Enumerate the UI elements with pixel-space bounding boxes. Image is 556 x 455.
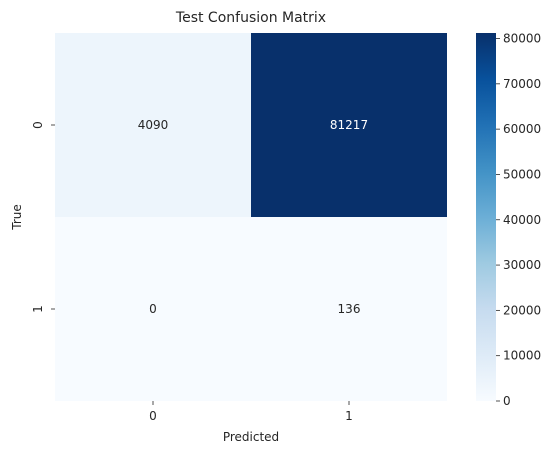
colorbar-tick-label: 30000: [503, 258, 541, 272]
colorbar-tick-label: 0: [503, 394, 511, 408]
colorbar-tick-label: 60000: [503, 122, 541, 136]
colorbar-tick-label: 20000: [503, 303, 541, 317]
colorbar: [476, 33, 496, 401]
cell-annotation: 136: [338, 302, 361, 316]
x-tick-label: 0: [149, 409, 157, 423]
heatmap-cell: [251, 217, 447, 401]
heatmap-cell: [55, 33, 251, 217]
heatmap-cell: [251, 33, 447, 217]
colorbar-ticks: 0 10000 20000 30000 40000 50000 60000 70000 8000…: [496, 32, 541, 408]
chart-title: Test Confusion Matrix: [175, 10, 326, 26]
cell-annotation: 81217: [330, 118, 368, 132]
colorbar-tick-label: 80000: [503, 32, 541, 46]
y-axis-label: True: [10, 204, 24, 231]
y-tick-label: 1: [31, 305, 45, 313]
cell-annotation: 4090: [138, 118, 169, 132]
colorbar-tick-label: 40000: [503, 213, 541, 227]
y-axis-ticks: 01: [31, 121, 55, 313]
cell-annotations: 4090 81217 0 136: [138, 118, 368, 316]
heatmap-cell: [55, 217, 251, 401]
heatmap-cells: [55, 33, 447, 401]
y-tick-label: 0: [31, 121, 45, 129]
x-axis-label: Predicted: [223, 430, 279, 444]
colorbar-tick-label: 50000: [503, 167, 541, 181]
cell-annotation: 0: [149, 302, 157, 316]
colorbar-tick-label: 70000: [503, 77, 541, 91]
colorbar-tick-label: 10000: [503, 349, 541, 363]
x-tick-label: 1: [345, 409, 353, 423]
